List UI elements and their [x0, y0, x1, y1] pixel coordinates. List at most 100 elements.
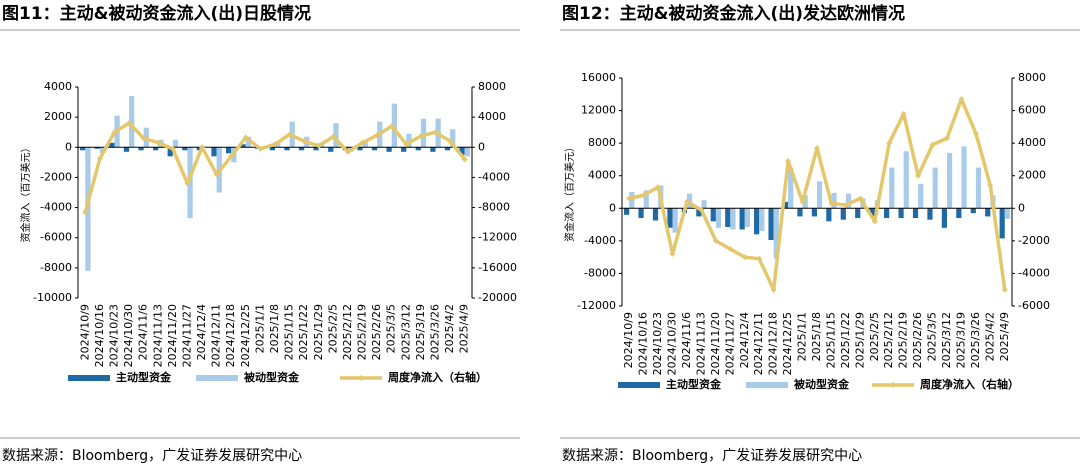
- legend-label: 主动型资金: [116, 370, 172, 384]
- bar: [773, 208, 779, 259]
- bar: [845, 193, 852, 209]
- line-marker: [184, 180, 191, 187]
- x-tick-label: 2025/1/29: [312, 304, 325, 360]
- legend-swatch: [890, 382, 896, 388]
- bar: [884, 208, 890, 219]
- x-tick-label: 2025/1/29: [853, 312, 866, 368]
- y2-tick-label: 0: [1018, 201, 1025, 214]
- bar: [333, 123, 339, 148]
- bar: [172, 139, 179, 148]
- y-tick-label: 0: [609, 201, 616, 214]
- bar: [638, 208, 644, 219]
- x-tick-label: 2024/11/20: [709, 312, 722, 375]
- line-marker: [272, 141, 278, 148]
- line-marker: [213, 171, 220, 178]
- bar: [826, 208, 832, 222]
- x-tick-label: 2025/2/19: [897, 312, 910, 368]
- bar: [715, 208, 722, 228]
- x-tick-label: 2025/1/1: [253, 304, 266, 353]
- y2-tick-label: 4000: [478, 110, 506, 123]
- line-marker: [155, 139, 162, 146]
- legend-swatch: [358, 375, 364, 381]
- line-marker: [684, 198, 690, 205]
- bar: [624, 208, 630, 215]
- bar: [710, 208, 716, 222]
- x-tick-label: 2025/2/12: [341, 304, 354, 360]
- x-tick-label: 2024/10/16: [637, 312, 650, 375]
- line-marker: [432, 129, 439, 136]
- bar: [739, 208, 745, 230]
- x-tick-label: 2025/1/15: [824, 312, 837, 368]
- bar: [725, 208, 731, 228]
- bar: [730, 208, 736, 230]
- bar: [129, 96, 135, 148]
- y2-tick-label: -6000: [1018, 299, 1050, 312]
- x-tick-label: 2024/10/9: [622, 312, 635, 368]
- bar: [94, 147, 100, 149]
- x-tick-label: 2024/12/18: [767, 312, 780, 375]
- bar: [406, 133, 412, 148]
- line-marker: [1001, 286, 1008, 293]
- x-tick-label: 2024/11/27: [180, 304, 193, 367]
- x-tick-label: 2024/11/20: [166, 304, 179, 367]
- y-tick-label: 16000: [581, 71, 616, 84]
- x-tick-label: 2024/12/11: [752, 312, 765, 375]
- x-tick-label: 2025/1/8: [810, 312, 823, 361]
- bar: [464, 147, 470, 157]
- bar: [782, 201, 789, 209]
- bar: [245, 136, 252, 148]
- line-marker: [111, 129, 118, 136]
- x-tick-label: 2024/11/6: [680, 312, 693, 368]
- bar: [961, 146, 967, 209]
- bar: [754, 208, 760, 235]
- bar: [138, 147, 144, 151]
- line-marker: [359, 139, 366, 146]
- line-marker: [388, 123, 395, 130]
- y-tick-label: -12000: [577, 299, 616, 312]
- bar: [855, 208, 861, 219]
- bar: [123, 147, 130, 152]
- bar: [999, 208, 1005, 239]
- y-tick-label: -8000: [584, 266, 616, 279]
- x-tick-label: 2025/4/9: [998, 312, 1011, 361]
- x-tick-label: 2025/2/5: [868, 312, 881, 361]
- legend-label: 被动型资金: [244, 370, 300, 384]
- bar: [947, 152, 953, 209]
- y2-tick-label: 8000: [478, 80, 506, 93]
- bar: [240, 144, 246, 148]
- line-marker: [655, 184, 662, 191]
- bar: [269, 147, 275, 151]
- line-marker: [698, 206, 705, 213]
- x-tick-label: 2025/3/19: [414, 304, 427, 360]
- line-marker: [741, 254, 748, 261]
- bar: [869, 208, 875, 217]
- source: 数据来源：Bloomberg，广发证券发展研究中心: [2, 448, 302, 464]
- bar: [696, 208, 702, 217]
- y-axis-label: 资金流入（百万美元）: [563, 142, 576, 242]
- line-marker: [626, 195, 633, 202]
- x-tick-label: 2024/12/25: [239, 304, 252, 367]
- line-marker: [756, 255, 763, 262]
- legend-swatch: [68, 375, 110, 381]
- bar: [687, 193, 693, 209]
- line-marker: [140, 135, 147, 142]
- x-tick-label: 2024/11/27: [723, 312, 736, 375]
- x-tick-label: 2025/2/19: [356, 304, 369, 360]
- line-marker: [461, 156, 468, 163]
- y2-tick-label: -4000: [478, 170, 510, 183]
- bar: [444, 147, 451, 151]
- bar: [840, 208, 846, 220]
- bar: [918, 183, 924, 209]
- bar: [328, 147, 334, 152]
- bar: [187, 147, 193, 219]
- y-tick-label: -4000: [584, 234, 616, 247]
- y2-tick-label: -12000: [478, 231, 517, 244]
- bar: [889, 167, 895, 209]
- bar: [797, 208, 803, 217]
- bar: [744, 208, 750, 228]
- x-tick-label: 2025/3/19: [954, 312, 967, 368]
- legend-label: 被动型资金: [794, 377, 850, 391]
- bar: [811, 208, 817, 217]
- bar: [903, 151, 909, 209]
- line-marker: [242, 134, 249, 141]
